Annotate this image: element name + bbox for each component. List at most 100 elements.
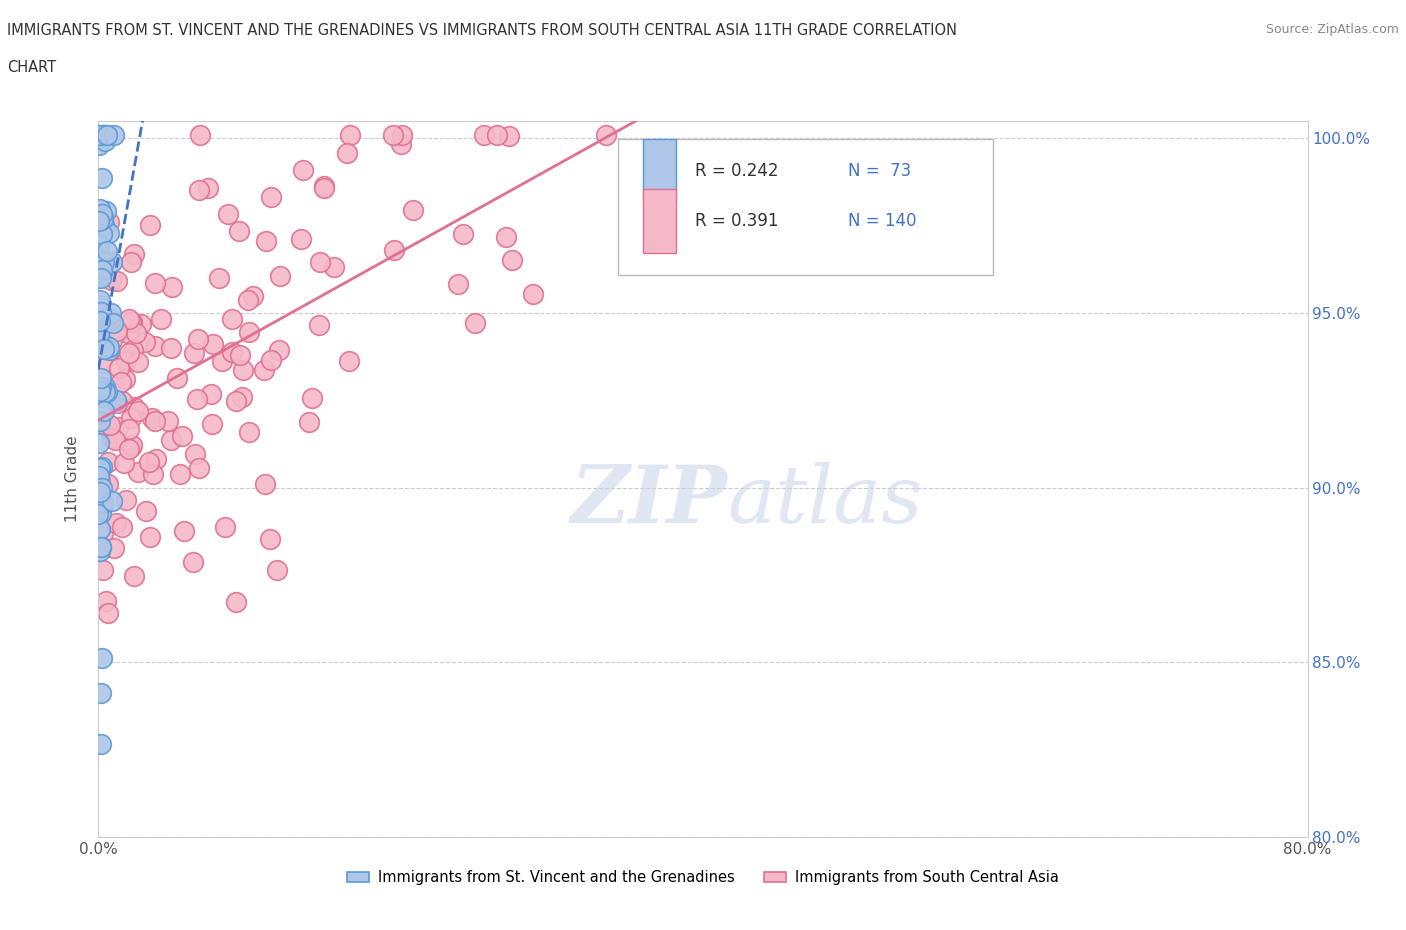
Point: [231, 390, 253, 405]
Point: [183, 346, 205, 361]
Point: [98, 343, 121, 358]
Point: [90, 170, 112, 185]
Point: [118, 421, 141, 436]
Point: [269, 269, 291, 284]
Text: IMMIGRANTS FROM ST. VINCENT AND THE GRENADINES VS IMMIGRANTS FROM SOUTH CENTRAL : IMMIGRANTS FROM ST. VINCENT AND THE GREN…: [7, 23, 957, 38]
Point: [91, 127, 114, 142]
Point: [104, 432, 127, 447]
Text: CHART: CHART: [7, 60, 56, 75]
Point: [143, 275, 166, 290]
Point: [522, 286, 544, 301]
Point: [87, 127, 110, 142]
Point: [96, 260, 118, 275]
Point: [100, 494, 122, 509]
Text: Source: ZipAtlas.com: Source: ZipAtlas.com: [1265, 23, 1399, 36]
Point: [451, 226, 474, 241]
Point: [160, 340, 183, 355]
Point: [187, 460, 209, 475]
Point: [105, 395, 128, 410]
Point: [91, 496, 114, 511]
Point: [93, 403, 115, 418]
Point: [242, 288, 264, 303]
Point: [89, 298, 111, 312]
Point: [259, 532, 281, 547]
Point: [389, 136, 412, 151]
Point: [381, 127, 404, 142]
Text: N = 140: N = 140: [848, 212, 917, 230]
Text: R = 0.242: R = 0.242: [695, 162, 778, 180]
Point: [89, 543, 111, 558]
Point: [290, 232, 312, 246]
Point: [89, 238, 111, 253]
Point: [87, 271, 110, 286]
Point: [112, 456, 135, 471]
Point: [118, 312, 141, 326]
Point: [181, 555, 204, 570]
Point: [474, 127, 496, 142]
Point: [89, 336, 111, 351]
Point: [322, 259, 344, 274]
Point: [98, 418, 121, 432]
Point: [89, 202, 111, 217]
Point: [139, 218, 162, 232]
Text: R = 0.391: R = 0.391: [695, 212, 778, 230]
Point: [107, 419, 129, 434]
Point: [117, 326, 139, 340]
Point: [127, 354, 149, 369]
Point: [87, 138, 110, 153]
Point: [90, 270, 112, 285]
Point: [96, 385, 118, 400]
Point: [464, 315, 486, 330]
Point: [292, 163, 315, 178]
Point: [89, 336, 111, 351]
Point: [103, 127, 125, 142]
Point: [90, 539, 112, 554]
Text: ZIP: ZIP: [571, 461, 727, 539]
Point: [101, 333, 124, 348]
Point: [115, 492, 138, 507]
Point: [339, 128, 361, 143]
Point: [90, 371, 112, 386]
Point: [142, 467, 165, 482]
Point: [143, 339, 166, 353]
Point: [183, 446, 205, 461]
Point: [200, 386, 222, 401]
Point: [232, 363, 254, 378]
Point: [89, 383, 111, 398]
Point: [337, 353, 360, 368]
Point: [93, 218, 115, 232]
Point: [122, 246, 145, 261]
Point: [120, 314, 142, 329]
Point: [228, 347, 250, 362]
Point: [336, 146, 359, 161]
FancyBboxPatch shape: [643, 139, 676, 204]
Point: [187, 182, 209, 197]
Point: [90, 685, 112, 700]
Point: [402, 202, 425, 217]
Point: [101, 431, 124, 445]
Point: [127, 404, 149, 418]
Point: [501, 253, 523, 268]
Point: [217, 206, 239, 221]
Point: [89, 498, 111, 513]
Point: [90, 250, 112, 265]
Point: [104, 392, 127, 407]
Point: [90, 268, 112, 283]
Point: [260, 189, 283, 204]
Point: [93, 316, 115, 331]
Legend: Immigrants from St. Vincent and the Grenadines, Immigrants from South Central As: Immigrants from St. Vincent and the Gren…: [342, 864, 1064, 891]
Point: [173, 524, 195, 538]
Point: [308, 318, 330, 333]
Point: [96, 243, 118, 258]
Point: [120, 411, 142, 426]
Point: [90, 737, 112, 751]
FancyBboxPatch shape: [619, 139, 993, 275]
Point: [93, 341, 115, 356]
Point: [447, 276, 470, 291]
Point: [114, 353, 136, 368]
Point: [93, 127, 115, 142]
Point: [314, 180, 336, 195]
Point: [100, 312, 122, 326]
Point: [201, 417, 224, 432]
Point: [236, 293, 259, 308]
